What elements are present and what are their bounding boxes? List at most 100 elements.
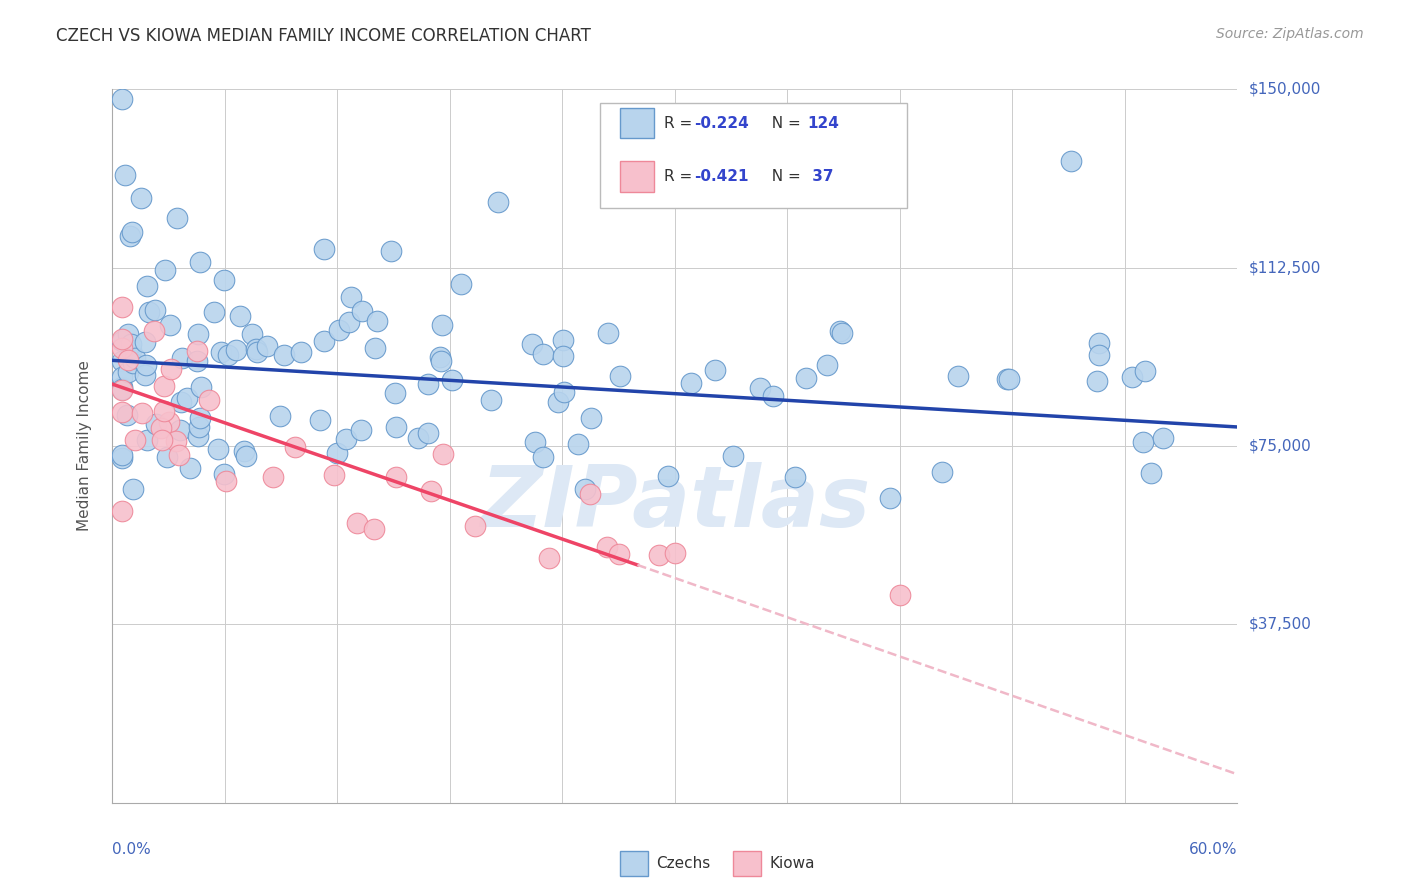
Point <box>134 368 156 383</box>
Point <box>120 343 142 357</box>
Point <box>111 353 134 368</box>
Point <box>553 384 575 399</box>
Point <box>235 449 257 463</box>
Point <box>215 474 238 488</box>
Point <box>111 92 134 106</box>
Point <box>931 465 953 479</box>
Text: R =: R = <box>664 116 697 130</box>
Point <box>198 393 221 408</box>
Point <box>946 369 969 384</box>
Point <box>136 279 159 293</box>
Point <box>187 326 209 341</box>
Point <box>245 342 267 356</box>
Point <box>170 395 193 409</box>
Point <box>150 434 173 448</box>
Point <box>385 420 408 434</box>
Point <box>1088 348 1111 362</box>
Point <box>596 540 619 554</box>
Point <box>121 337 143 351</box>
Point <box>440 373 463 387</box>
Point <box>312 242 335 256</box>
Text: Source: ZipAtlas.com: Source: ZipAtlas.com <box>1216 27 1364 41</box>
Point <box>538 550 561 565</box>
Point <box>609 369 631 384</box>
Point <box>209 344 232 359</box>
Point <box>111 332 134 346</box>
Point <box>129 191 152 205</box>
Point <box>290 345 312 359</box>
Point <box>1132 435 1154 450</box>
Point <box>166 211 188 226</box>
Point <box>328 323 350 337</box>
Point <box>111 451 134 466</box>
Point <box>117 353 139 368</box>
Point <box>479 393 502 408</box>
Point <box>229 309 252 323</box>
Text: Czechs: Czechs <box>657 856 711 871</box>
Point <box>169 423 191 437</box>
Point <box>350 423 373 437</box>
Point <box>748 381 770 395</box>
Point <box>337 315 360 329</box>
Point <box>157 415 180 429</box>
Point <box>531 347 554 361</box>
Point <box>262 469 284 483</box>
Point <box>121 225 143 239</box>
Point <box>664 546 686 560</box>
Point <box>111 380 134 394</box>
Point <box>172 351 194 365</box>
Text: N =: N = <box>762 169 806 184</box>
Text: $37,500: $37,500 <box>1249 617 1312 632</box>
Point <box>115 408 138 422</box>
Point <box>149 421 172 435</box>
Point <box>114 168 136 182</box>
Point <box>524 435 547 450</box>
Point <box>1140 467 1163 481</box>
Point <box>166 434 188 449</box>
Point <box>212 273 235 287</box>
Text: 60.0%: 60.0% <box>1189 842 1237 857</box>
Point <box>889 588 911 602</box>
Point <box>450 277 472 292</box>
Point <box>152 404 174 418</box>
Text: -0.224: -0.224 <box>695 116 749 130</box>
Point <box>828 324 851 338</box>
Point <box>464 519 486 533</box>
Point <box>111 405 134 419</box>
Point <box>186 344 208 359</box>
Point <box>762 388 785 402</box>
Point <box>335 432 357 446</box>
Point <box>721 449 744 463</box>
Point <box>314 334 336 349</box>
Point <box>187 429 209 443</box>
Point <box>138 305 160 319</box>
Point <box>155 263 177 277</box>
Point <box>547 394 569 409</box>
Point <box>657 469 679 483</box>
Text: CZECH VS KIOWA MEDIAN FAMILY INCOME CORRELATION CHART: CZECH VS KIOWA MEDIAN FAMILY INCOME CORR… <box>56 27 591 45</box>
Point <box>111 382 134 396</box>
Point <box>420 484 443 499</box>
Point <box>486 195 509 210</box>
Point <box>794 370 817 384</box>
Point <box>418 426 440 441</box>
Point <box>432 447 454 461</box>
Point <box>1060 153 1083 168</box>
Point <box>187 419 209 434</box>
Point <box>384 469 406 483</box>
Point <box>322 468 344 483</box>
Point <box>1152 431 1174 445</box>
Point <box>111 369 134 384</box>
Point <box>879 491 901 505</box>
Point <box>581 411 603 425</box>
Point <box>160 362 183 376</box>
Point <box>340 290 363 304</box>
Point <box>145 417 167 431</box>
Point <box>783 470 806 484</box>
Point <box>159 318 181 332</box>
Point <box>598 326 620 340</box>
Point <box>364 342 387 356</box>
Point <box>1135 364 1157 378</box>
Point <box>122 356 145 370</box>
Point <box>156 450 179 464</box>
